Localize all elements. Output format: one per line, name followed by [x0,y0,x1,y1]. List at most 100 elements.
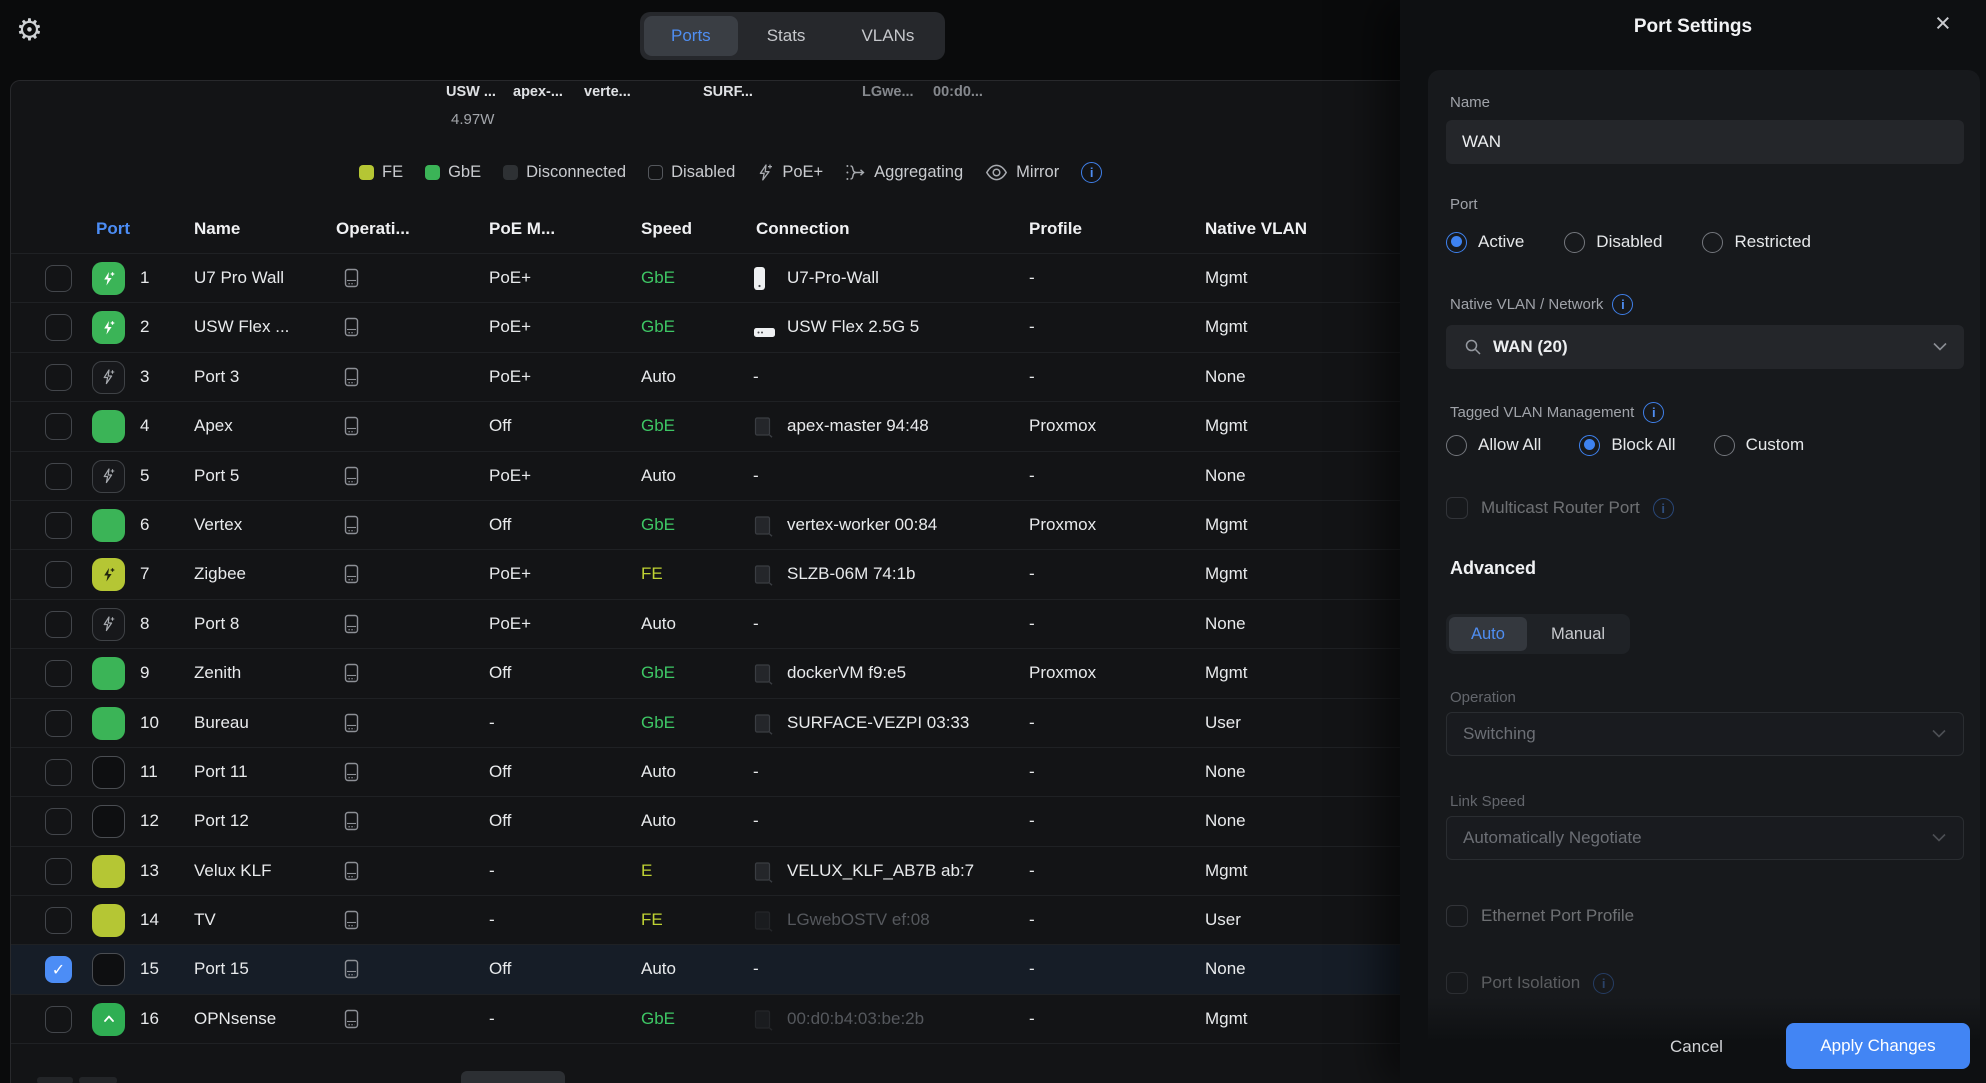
tab-ports[interactable]: Ports [644,16,738,56]
poe-mode: Off [489,761,512,781]
row-checkbox[interactable] [45,758,72,786]
column-header-poe-m[interactable]: PoE M... [489,219,556,238]
poe-bolt-icon [103,616,115,632]
row-checkbox[interactable] [45,857,72,885]
cancel-button[interactable]: Cancel [1670,1037,1723,1056]
row-checkbox[interactable] [45,265,72,292]
table-row-port-10[interactable]: 10 Bureau - GbE SURFACE-VEZPI 03:33 - User [11,699,1986,748]
table-row-port-2[interactable]: 2 USW Flex ... PoE+ GbE USW Flex 2.5G 5 - Mgmt [11,303,1986,353]
name-input[interactable]: WAN [1446,120,1964,164]
port-state-option-active[interactable]: Active [1446,231,1524,253]
row-checkbox[interactable] [45,413,72,441]
native-vlan-info-icon[interactable]: i [1612,294,1634,315]
table-row-port-12[interactable]: 12 Port 12 Off Auto - - None [11,797,1986,847]
chevron-down-icon [1931,828,1947,848]
port-number: 3 [140,366,150,386]
radio-icon[interactable] [1446,434,1467,456]
profile: - [1029,366,1035,386]
port-number: 11 [140,761,158,781]
column-header-profile[interactable]: Profile [1029,219,1082,238]
port-isolation-info-icon[interactable]: i [1593,972,1615,994]
radio-icon[interactable] [1713,434,1735,456]
row-checkbox[interactable]: ✓ [45,956,72,984]
table-row-port-1[interactable]: 1 U7 Pro Wall PoE+ GbE U7-Pro-Wall - Mgmt [11,254,1986,304]
operation-device-icon [343,663,360,689]
table-row-port-16[interactable]: 16 OPNsense - GbE 00:d0:b4:03:be:2b - Mgmt [11,995,1986,1045]
port-state-option-disabled[interactable]: Disabled [1564,231,1662,253]
column-header-port[interactable]: Port [96,219,130,238]
advanced-mode-auto[interactable]: Auto [1449,617,1527,651]
legend-info-icon[interactable]: i [1081,161,1103,183]
table-row-port-7[interactable]: 7 Zigbee PoE+ FE SLZB-06M 74:1b - Mgmt [11,550,1986,600]
poe-legend-icon [760,163,773,181]
connection: U7-Pro-Wall [787,268,879,287]
poe-mode: Off [489,811,512,831]
row-checkbox[interactable] [45,709,72,737]
column-header-speed[interactable]: Speed [641,219,693,238]
fe-square-icon [359,164,374,180]
table-row-port-8[interactable]: 8 Port 8 PoE+ Auto - - None [11,600,1986,650]
tagged-vlan-option-allow-all[interactable]: Allow All [1446,434,1541,456]
device-icon [344,416,359,436]
column-header-connection[interactable]: Connection [756,219,850,238]
overview-device-label: USW ... [446,84,496,100]
ethernet-profile-checkbox[interactable] [1446,905,1468,927]
row-checkbox[interactable] [45,808,72,836]
settings-gear-icon[interactable]: ⚙ [16,14,43,47]
table-row-port-3[interactable]: 3 Port 3 PoE+ Auto - - None [11,353,1986,403]
speed: Auto [641,761,676,781]
poe-mode: PoE+ [489,268,532,287]
apply-changes-button[interactable]: Apply Changes [1786,1023,1970,1069]
tab-stats[interactable]: Stats [766,26,806,45]
port-isolation-checkbox[interactable] [1446,972,1468,994]
radio-icon[interactable] [1702,231,1724,253]
radio-icon[interactable] [1446,231,1467,253]
port-name: Vertex [194,514,243,534]
operation-device-icon [343,1009,360,1035]
radio-icon[interactable] [1564,231,1586,253]
tab-vlans[interactable]: VLANs [861,26,915,45]
scroll-pill-partial[interactable] [461,1071,565,1083]
native-vlan-select[interactable]: WAN (20) [1446,325,1964,369]
tagged-vlan-option-block-all[interactable]: Block All [1579,434,1676,456]
row-checkbox[interactable] [45,511,72,539]
row-checkbox[interactable] [45,363,72,391]
advanced-mode-manual[interactable]: Manual [1550,625,1606,643]
row-checkbox[interactable] [45,1005,72,1033]
poe-mode: Off [489,514,512,534]
column-header-native-vlan[interactable]: Native VLAN [1205,219,1308,238]
disabled-square-icon [648,164,664,180]
tagged-vlan-option-custom[interactable]: Custom [1713,434,1804,456]
native-vlan: None [1205,811,1246,831]
row-checkbox[interactable] [45,561,72,589]
close-icon[interactable]: × [1935,8,1951,38]
radio-icon[interactable] [1579,434,1601,456]
table-row-port-13[interactable]: 13 Velux KLF - E VELUX_KLF_AB7B ab:7 - Mgmt [11,847,1986,897]
column-header-operati[interactable]: Operati... [336,219,410,238]
row-checkbox[interactable] [45,660,72,688]
port-name: USW Flex ... [194,317,290,337]
table-row-port-6[interactable]: 6 Vertex Off GbE vertex-worker 00:84 Proxmox M… [11,501,1986,551]
row-checkbox[interactable] [45,314,72,342]
column-header-name[interactable]: Name [194,219,241,238]
port-state-option-restricted[interactable]: Restricted [1702,231,1811,253]
table-row-port-14[interactable]: 14 TV - FE LGwebOSTV ef:08 - User [11,896,1986,946]
connection-device-icon [753,416,774,443]
profile: - [1029,910,1035,930]
table-row-port-4[interactable]: 4 Apex Off GbE apex-master 94:48 Proxmox Mgmt [11,402,1986,452]
table-row-port-9[interactable]: 9 Zenith Off GbE dockerVM f9:e5 Proxmox Mgmt [11,649,1986,699]
profile: Proxmox [1029,416,1097,436]
row-checkbox[interactable] [45,907,72,935]
table-row-port-11[interactable]: 11 Port 11 Off Auto - - None [11,748,1986,798]
operation-device-icon [343,861,360,887]
multicast-info-icon[interactable]: i [1652,497,1674,519]
profile: - [1029,564,1035,584]
search-icon [1464,338,1482,356]
connection-device-icon [753,323,776,343]
row-checkbox[interactable] [45,462,72,490]
tagged-vlan-info-icon[interactable]: i [1643,402,1665,423]
row-checkbox[interactable] [45,610,72,638]
operation-device-icon [343,367,360,393]
multicast-checkbox[interactable] [1446,497,1468,519]
table-row-port-5[interactable]: 5 Port 5 PoE+ Auto - - None [11,452,1986,501]
